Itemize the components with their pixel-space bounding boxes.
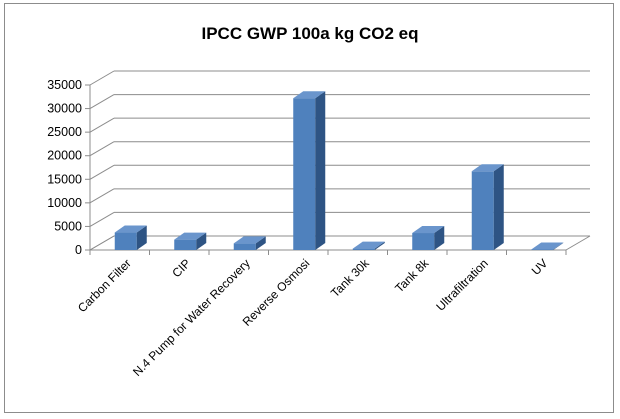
bar-front [174, 239, 197, 250]
gridline-diagonal [89, 141, 115, 157]
bar-front [471, 171, 494, 250]
x-category-label: Tank 30k [328, 256, 373, 301]
y-tick-label: 35000 [47, 78, 82, 92]
gridline-diagonal [89, 164, 115, 180]
bar-top [293, 91, 326, 99]
gridline-diagonal [89, 94, 115, 110]
x-category-label: CIP [169, 256, 193, 280]
bar-front [293, 98, 316, 250]
bar-top [174, 232, 207, 240]
bar-front [531, 249, 554, 251]
gridline-diagonal [89, 211, 115, 227]
x-category-label: Carbon Filter [75, 256, 134, 315]
gridline-diagonal [89, 235, 115, 251]
y-tick-label: 20000 [47, 149, 82, 163]
bar-side [136, 225, 147, 250]
gridline-diagonal [89, 117, 115, 133]
bar-top [471, 164, 504, 172]
x-category-label: UV [529, 256, 551, 278]
gridline-diagonal [89, 188, 115, 204]
bar-side [374, 241, 385, 250]
x-category-label: Tank 8k [392, 256, 432, 296]
bar-side [196, 232, 207, 250]
y-tick-label: 30000 [47, 102, 82, 116]
bar-top [114, 225, 147, 233]
gridline-diagonal [89, 70, 115, 86]
bar-front [412, 233, 435, 250]
x-category-label: Ultrafiltration [433, 256, 491, 314]
bar-top [412, 226, 445, 234]
bar-top [531, 242, 564, 250]
y-tick-label: 25000 [47, 125, 82, 139]
bar-side [434, 226, 445, 250]
bar-front [352, 248, 375, 250]
y-tick-label: 15000 [47, 172, 82, 186]
bar-side [315, 91, 326, 250]
bar-top [233, 236, 266, 244]
bar-front [114, 232, 137, 250]
bar-top [352, 241, 385, 249]
bar-side [553, 242, 564, 250]
y-tick-label: 5000 [54, 219, 82, 233]
x-category-label: N.4 Pump for Water Recovery [130, 256, 253, 379]
chart-title: IPCC GWP 100a kg CO2 eq [201, 24, 419, 43]
bar-side [493, 164, 504, 250]
y-tick-label: 0 [75, 243, 82, 257]
floor-right-edge [565, 235, 591, 251]
y-tick-label: 10000 [47, 196, 82, 210]
bar-side [255, 236, 266, 250]
bar-front [233, 243, 256, 250]
